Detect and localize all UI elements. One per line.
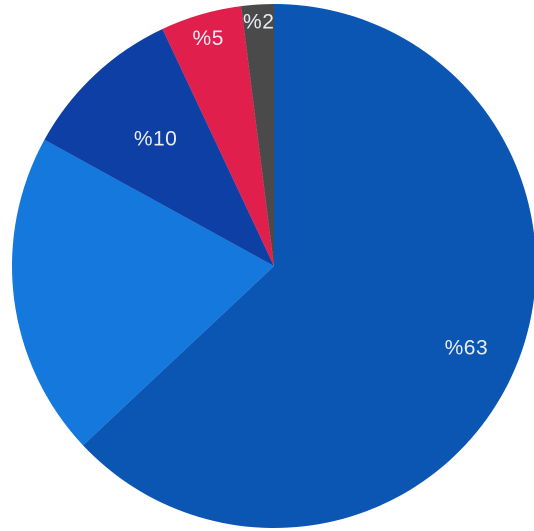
pie-labels: %63 %10 %5 %2: [134, 10, 488, 359]
pie-slice-label-5: %2: [243, 10, 274, 33]
pie-slice-3: [44, 28, 274, 266]
pie-slice-label-1: %63: [445, 337, 489, 360]
pie-slice-label-3: %10: [134, 127, 178, 150]
pie-slice-4: [162, 6, 274, 266]
pie-slices: [12, 4, 534, 528]
pie-slice-1: [83, 4, 534, 528]
pie-slice-5: [241, 4, 274, 266]
pie-slice-label-4: %5: [193, 27, 224, 50]
pie-slice-2: [12, 139, 274, 446]
